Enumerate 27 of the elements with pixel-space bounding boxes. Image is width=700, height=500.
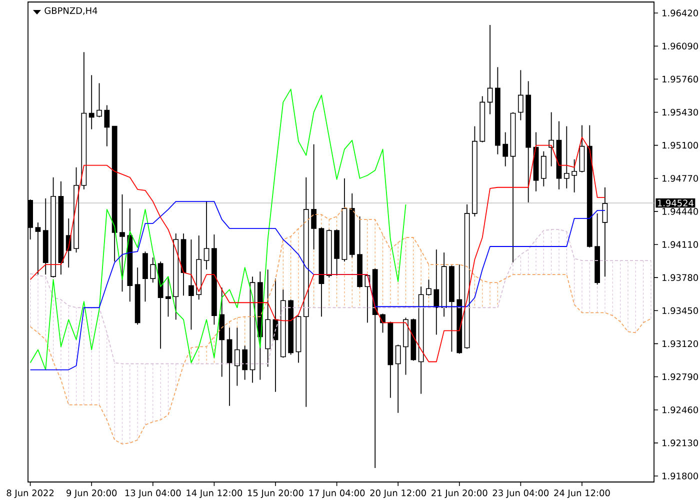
y-tick-label: 1.92460: [662, 406, 698, 414]
y-tick-label: 1.96420: [662, 10, 698, 16]
x-tick-label: 20 Jun 12:00: [370, 490, 426, 498]
x-tick-label: 17 Jun 04:00: [309, 490, 365, 498]
y-tick-label: 1.93780: [662, 274, 698, 281]
text: GBPNZD,H4: [44, 7, 98, 15]
y-tick-label: 1.91800: [662, 472, 698, 480]
y-tick-label: 1.94110: [662, 241, 698, 248]
ref-line-label: 1.94524: [658, 200, 694, 206]
y-tick-label: 1.92130: [662, 440, 698, 446]
y-tick-label: 1.93450: [662, 307, 698, 314]
x-tick-label: 8 Jun 2022: [6, 490, 54, 498]
y-tick-label: 1.95760: [662, 76, 698, 83]
y-tick-label: 1.96090: [662, 42, 698, 50]
x-tick-label: 24 Jun 12:00: [554, 490, 610, 498]
x-tick-label: 13 Jun 04:00: [125, 490, 181, 498]
y-tick-label: 1.94440: [662, 208, 698, 215]
y-tick-label: 1.92790: [662, 373, 698, 380]
y-tick-label: 1.93120: [662, 340, 698, 348]
x-tick-label: 15 Jun 20:00: [248, 490, 304, 498]
x-tick-label: 21 Jun 20:00: [432, 490, 488, 498]
x-tick-label: 14 Jun 12:00: [186, 490, 242, 498]
y-tick-label: 1.95430: [662, 108, 698, 116]
x-tick-label: 23 Jun 04:00: [492, 490, 549, 498]
y-tick-label: 1.95100: [662, 142, 698, 149]
x-tick-label: 9 Jun 20:00: [66, 490, 117, 498]
y-tick-label: 1.94770: [662, 174, 698, 182]
